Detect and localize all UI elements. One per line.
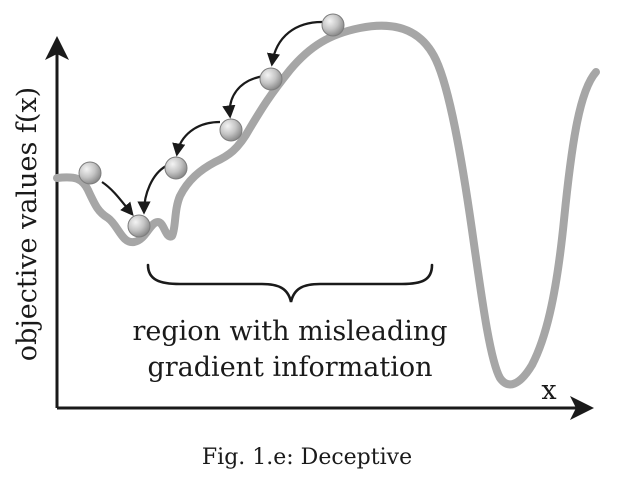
arrow-4 xyxy=(222,74,265,119)
arrow-1 xyxy=(101,181,134,217)
ball-5 xyxy=(259,67,283,91)
figure-caption: Fig. 1.e: Deceptive xyxy=(202,445,412,470)
region-label-line1: region with misleading xyxy=(133,316,448,347)
region-brace xyxy=(146,263,434,303)
ball-1 xyxy=(78,161,102,185)
y-axis-label: objective values f(x) xyxy=(12,87,43,361)
ball-6 xyxy=(321,13,345,37)
region-label-line2: gradient information xyxy=(147,352,432,383)
arrow-3 xyxy=(172,120,221,157)
ball-4 xyxy=(219,118,243,142)
ball-2 xyxy=(127,214,151,238)
ball-3 xyxy=(164,156,188,180)
function-curve xyxy=(53,21,600,389)
x-axis-label: x xyxy=(541,375,556,406)
arrow-2 xyxy=(137,165,167,215)
arrow-5 xyxy=(266,20,323,67)
